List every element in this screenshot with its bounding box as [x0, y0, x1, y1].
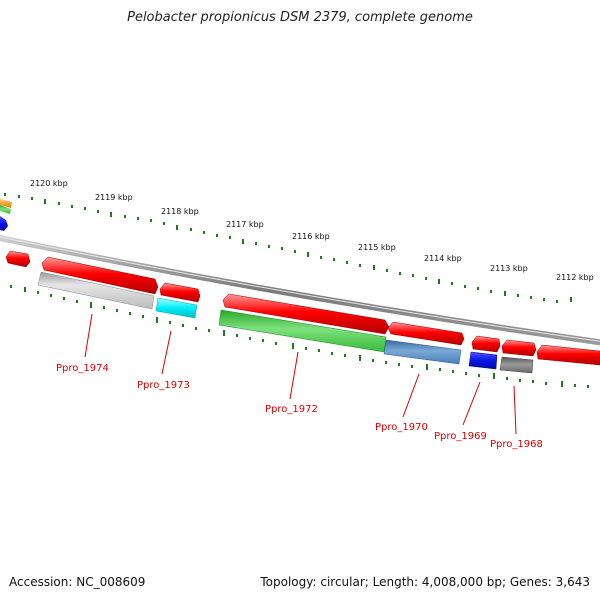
gene-arrow — [471, 335, 501, 353]
outer-scale-arc — [4, 193, 572, 303]
accession-text: Accession: NC_008609 — [9, 575, 146, 589]
cog-block-blue — [468, 351, 498, 370]
gene-label[interactable]: Ppro_1973 — [137, 380, 190, 391]
scale-label: 2119 kbp — [95, 193, 133, 202]
scale-label: 2113 kbp — [490, 264, 528, 273]
gene-arrow — [387, 321, 465, 346]
scale-label: 2112 kbp — [556, 273, 594, 282]
genome-backbone — [0, 234, 600, 346]
gene-arrow — [41, 256, 159, 295]
inner-scale-arc — [10, 285, 589, 388]
gene-labels: Ppro_1974 Ppro_1973 Ppro_1972 Ppro_1970 … — [56, 363, 543, 450]
forward-strand-genes — [5, 250, 600, 366]
gene-arrow — [159, 282, 201, 303]
cog-block-green — [218, 309, 387, 353]
gene-arrow — [222, 293, 390, 335]
cog-block-darkgray — [499, 356, 534, 374]
genome-summary-text: Topology: circular; Length: 4,008,000 bp… — [260, 575, 590, 589]
gene-label[interactable]: Ppro_1974 — [56, 363, 109, 374]
scale-label: 2118 kbp — [161, 207, 199, 216]
scale-label: 2120 kbp — [30, 179, 68, 188]
gene-label[interactable]: Ppro_1969 — [434, 431, 487, 442]
cog-block-gray — [37, 271, 155, 310]
scale-label: 2116 kbp — [292, 232, 330, 241]
scale-label: 2114 kbp — [424, 254, 462, 263]
cog-block-steelblue — [383, 339, 462, 365]
partial-features-left — [0, 199, 12, 231]
gene-label[interactable]: Ppro_1972 — [265, 404, 318, 415]
gene-label[interactable]: Ppro_1970 — [375, 422, 428, 433]
scale-label: 2117 kbp — [226, 220, 264, 229]
gene-arrow — [536, 344, 600, 366]
gene-arrow — [5, 250, 31, 268]
scale-labels: 2120 kbp 2119 kbp 2118 kbp 2117 kbp 2116… — [30, 179, 594, 282]
label-leader-lines — [84, 313, 517, 435]
cog-block-cyan — [155, 297, 198, 319]
gene-label[interactable]: Ppro_1968 — [490, 439, 543, 450]
cog-blocks — [37, 271, 534, 374]
scale-label: 2115 kbp — [358, 243, 396, 252]
map-title: Pelobacter propionicus DSM 2379, complet… — [127, 10, 473, 25]
gene-arrow — [501, 339, 537, 357]
